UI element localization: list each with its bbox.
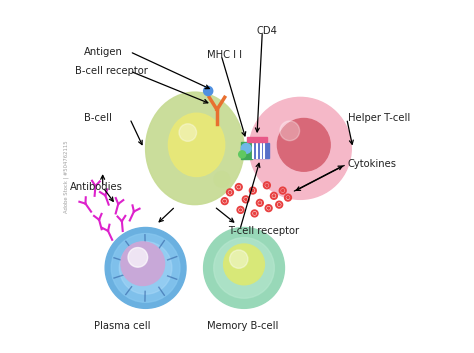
Circle shape	[280, 121, 300, 140]
Circle shape	[237, 186, 240, 188]
Bar	[247, 137, 266, 142]
Circle shape	[259, 202, 261, 204]
Circle shape	[111, 234, 180, 302]
Text: Antigen: Antigen	[84, 47, 123, 57]
Bar	[240, 142, 252, 158]
Circle shape	[239, 151, 246, 158]
Text: Memory B-cell: Memory B-cell	[207, 321, 278, 331]
Circle shape	[252, 190, 254, 192]
Circle shape	[204, 86, 213, 96]
Circle shape	[121, 242, 164, 286]
Circle shape	[249, 97, 351, 199]
Circle shape	[119, 242, 172, 294]
Circle shape	[245, 198, 247, 201]
Text: Cytokines: Cytokines	[348, 159, 397, 169]
Text: Adobe Stock | #504762115: Adobe Stock | #504762115	[63, 140, 69, 213]
Circle shape	[241, 144, 251, 153]
Text: MHC I I: MHC I I	[207, 50, 242, 60]
Circle shape	[229, 191, 231, 193]
Text: B-cell: B-cell	[84, 113, 112, 124]
Circle shape	[254, 213, 255, 215]
Circle shape	[239, 209, 242, 211]
Circle shape	[278, 204, 280, 206]
Circle shape	[204, 227, 284, 309]
Circle shape	[214, 238, 274, 298]
Circle shape	[266, 184, 268, 186]
Circle shape	[268, 207, 270, 209]
Text: T-cell receptor: T-cell receptor	[228, 226, 300, 236]
Ellipse shape	[146, 92, 244, 205]
Text: Antibodies: Antibodies	[70, 182, 123, 192]
Circle shape	[282, 190, 284, 192]
Circle shape	[273, 195, 275, 197]
Circle shape	[224, 200, 226, 202]
Circle shape	[179, 124, 197, 141]
Text: Helper T-cell: Helper T-cell	[348, 113, 410, 124]
Circle shape	[214, 172, 229, 187]
Bar	[252, 143, 269, 157]
Text: CD4: CD4	[256, 25, 277, 36]
Ellipse shape	[168, 113, 225, 176]
Text: B-cell receptor: B-cell receptor	[75, 66, 148, 76]
Text: Plasma cell: Plasma cell	[94, 321, 151, 331]
Circle shape	[128, 247, 148, 267]
Circle shape	[105, 227, 186, 309]
Circle shape	[229, 250, 248, 268]
Circle shape	[287, 197, 289, 199]
Circle shape	[224, 244, 264, 285]
Circle shape	[277, 119, 330, 171]
